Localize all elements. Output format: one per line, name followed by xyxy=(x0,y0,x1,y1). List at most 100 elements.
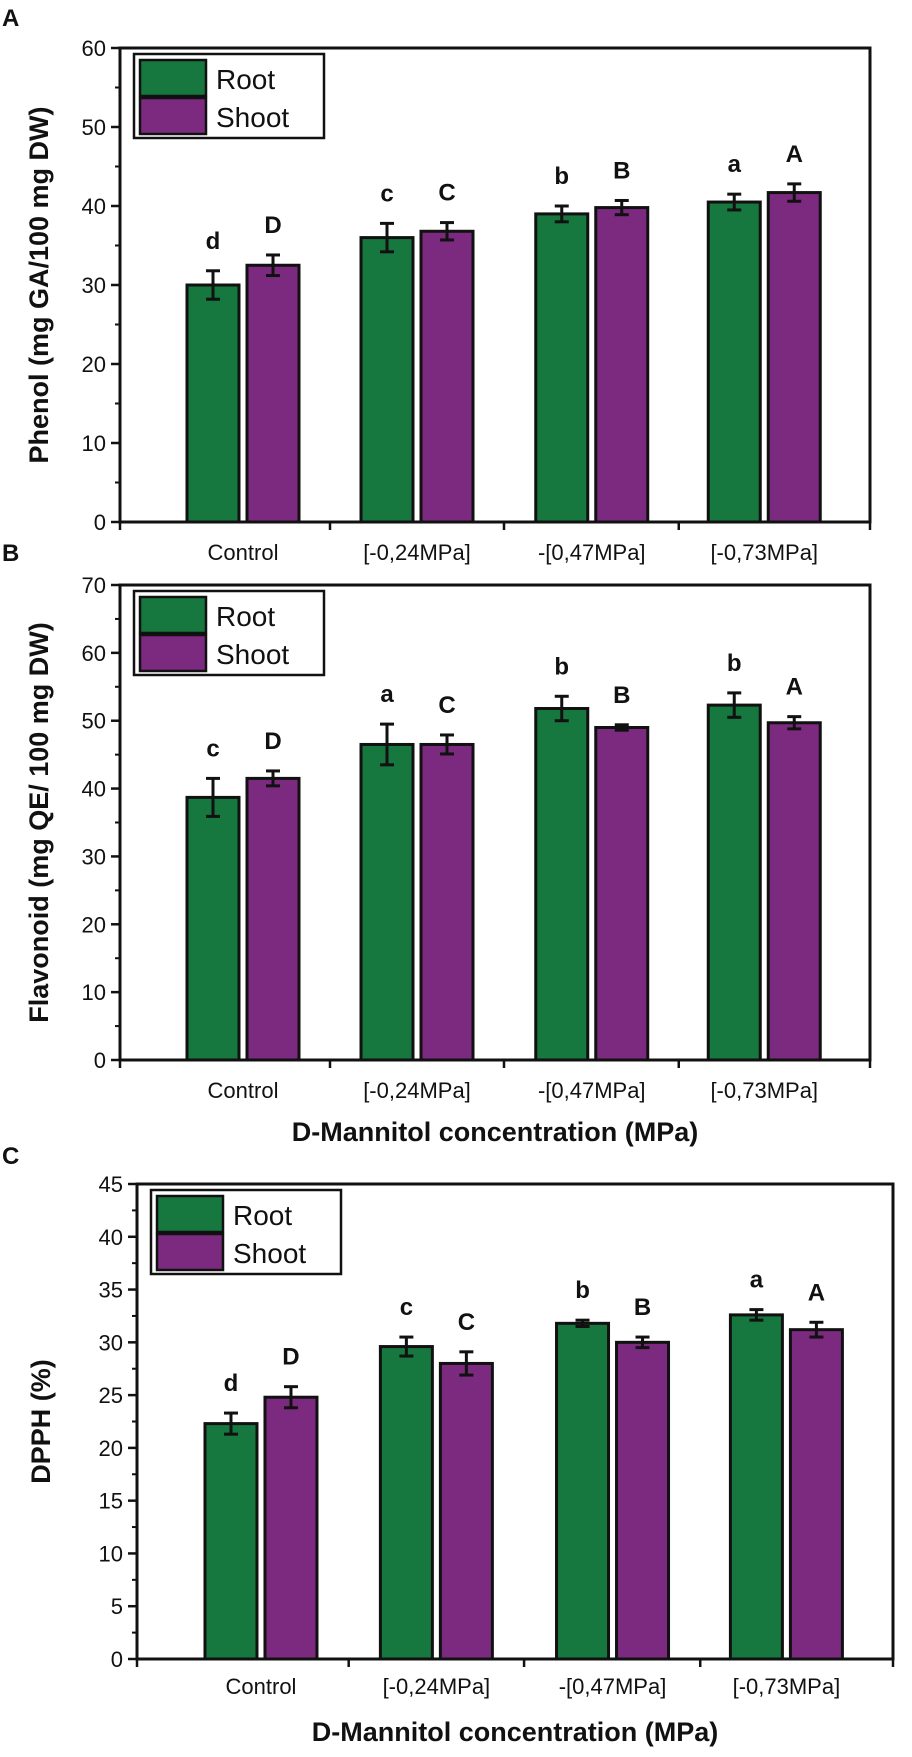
panel-letter: A xyxy=(2,5,19,32)
significance-letter: A xyxy=(786,674,803,701)
y-tick-label: 45 xyxy=(99,1172,123,1197)
root-bar xyxy=(557,1323,609,1659)
significance-letter: D xyxy=(264,728,281,755)
legend-root-swatch xyxy=(140,60,206,96)
legend-shoot-label: Shoot xyxy=(216,102,289,133)
significance-letter: c xyxy=(380,180,393,207)
y-tick-label: 10 xyxy=(82,431,106,456)
legend: Root Shoot xyxy=(151,1190,341,1274)
legend-shoot-label: Shoot xyxy=(216,639,289,670)
x-category-label: [-0,73MPa] xyxy=(710,540,818,565)
x-category-label: [-0,73MPa] xyxy=(733,1674,841,1699)
y-tick-label: 60 xyxy=(82,36,106,61)
legend-root-label: Root xyxy=(233,1200,292,1231)
figure: A0102030405060Control [-0,24MPa] -[0,47MPa… xyxy=(0,0,912,1757)
root-bar xyxy=(187,285,239,522)
significance-letter: C xyxy=(458,1309,475,1336)
y-tick-label: 0 xyxy=(94,510,106,535)
significance-letter: A xyxy=(808,1279,825,1306)
significance-letter: b xyxy=(554,163,569,190)
shoot-bar xyxy=(247,265,299,522)
y-tick-label: 30 xyxy=(82,273,106,298)
shoot-bar xyxy=(421,231,473,522)
y-tick-label: 30 xyxy=(99,1330,123,1355)
legend-shoot-label: Shoot xyxy=(233,1238,306,1269)
significance-letter: a xyxy=(750,1267,764,1294)
legend-root-label: Root xyxy=(216,601,275,632)
y-tick-label: 50 xyxy=(82,115,106,140)
legend-root-label: Root xyxy=(216,64,275,95)
shoot-bar xyxy=(596,728,648,1061)
y-tick-label: 20 xyxy=(99,1436,123,1461)
root-bar xyxy=(708,705,760,1060)
root-bar xyxy=(361,744,413,1060)
panel-c: C 0 5 10 15 20 25 30 35 40 45 Control [-0,24MPa] -[0,… xyxy=(2,1143,893,1747)
panel-a: A 0 10 20 30 40 50 60 Control [-0,24MPa] -[0,47MPa… xyxy=(2,5,870,565)
root-bar xyxy=(205,1424,257,1659)
significance-letter: C xyxy=(438,180,455,207)
shoot-bar xyxy=(790,1330,842,1659)
shoot-bar xyxy=(768,193,820,522)
legend: Root Shoot xyxy=(134,591,324,675)
y-tick-label: 10 xyxy=(82,980,106,1005)
root-bar xyxy=(361,238,413,522)
y-tick-label: 25 xyxy=(99,1383,123,1408)
y-tick-label: 0 xyxy=(94,1048,106,1073)
significance-letter: b xyxy=(575,1277,590,1304)
y-tick-label: 40 xyxy=(82,777,106,802)
y-tick-label: 10 xyxy=(99,1541,123,1566)
y-tick-label: 40 xyxy=(82,194,106,219)
y-tick-label: 30 xyxy=(82,844,106,869)
y-tick-label: 0 xyxy=(111,1647,123,1672)
y-axis-label: Flavonoid (mg QE/ 100 mg DW) xyxy=(24,622,54,1023)
shoot-bar xyxy=(617,1342,669,1659)
significance-letter: B xyxy=(613,682,630,709)
y-tick-label: 40 xyxy=(99,1225,123,1250)
legend: Root Shoot xyxy=(134,54,324,138)
root-bar xyxy=(708,202,760,522)
root-bar xyxy=(380,1347,432,1659)
shoot-bar xyxy=(440,1363,492,1659)
y-tick-label: 20 xyxy=(82,352,106,377)
x-category-label: -[0,47MPa] xyxy=(559,1674,667,1699)
x-category-label: -[0,47MPa] xyxy=(538,1078,646,1103)
significance-letter: C xyxy=(438,692,455,719)
significance-letter: b xyxy=(727,650,742,677)
significance-letter: D xyxy=(282,1344,299,1371)
significance-letter: c xyxy=(400,1294,413,1321)
legend-root-swatch xyxy=(157,1196,223,1232)
shoot-bar xyxy=(768,723,820,1060)
x-category-label: [-0,24MPa] xyxy=(363,1078,471,1103)
shoot-bar xyxy=(421,744,473,1060)
legend-shoot-swatch xyxy=(140,635,206,671)
y-tick-label: 20 xyxy=(82,912,106,937)
y-tick-label: 5 xyxy=(111,1594,123,1619)
panel-letter: B xyxy=(2,540,19,567)
legend-root-swatch xyxy=(140,597,206,633)
x-axis-label: D-Mannitol concentration (MPa) xyxy=(312,1717,719,1747)
x-category-label: Control xyxy=(208,540,279,565)
root-bar xyxy=(187,797,239,1060)
root-bar xyxy=(536,214,588,522)
x-category-label: Control xyxy=(226,1674,297,1699)
legend-shoot-swatch xyxy=(140,98,206,134)
panel-b: B 0 10 20 30 40 50 60 70 Control [-0,24MPa] -[0,47M… xyxy=(2,540,870,1147)
y-tick-label: 60 xyxy=(82,641,106,666)
significance-letter: a xyxy=(728,151,742,178)
root-bar xyxy=(536,709,588,1061)
y-tick-label: 70 xyxy=(82,573,106,598)
legend-shoot-swatch xyxy=(157,1234,223,1270)
x-category-label: [-0,73MPa] xyxy=(710,1078,818,1103)
significance-letter: B xyxy=(634,1294,651,1321)
significance-letter: B xyxy=(613,157,630,184)
significance-letter: D xyxy=(264,212,281,239)
x-category-label: [-0,24MPa] xyxy=(363,540,471,565)
x-category-label: -[0,47MPa] xyxy=(538,540,646,565)
significance-letter: d xyxy=(224,1370,239,1397)
significance-letter: c xyxy=(206,735,219,762)
shoot-bar xyxy=(265,1397,317,1659)
significance-letter: A xyxy=(786,141,803,168)
significance-letter: a xyxy=(380,681,394,708)
y-tick-label: 50 xyxy=(82,709,106,734)
panel-letter: C xyxy=(2,1143,19,1170)
